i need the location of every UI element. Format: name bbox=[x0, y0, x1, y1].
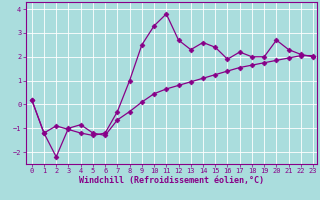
X-axis label: Windchill (Refroidissement éolien,°C): Windchill (Refroidissement éolien,°C) bbox=[79, 176, 264, 185]
